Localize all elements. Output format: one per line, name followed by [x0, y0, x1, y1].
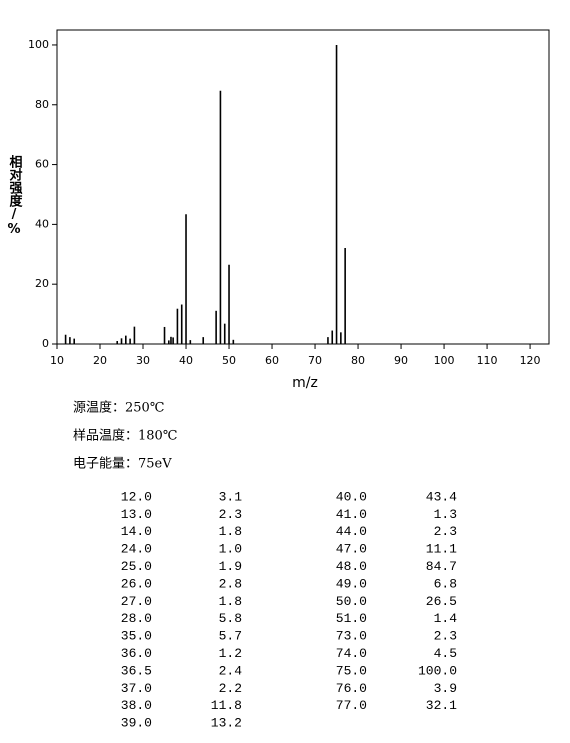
table-cell: 39.0	[121, 716, 152, 731]
table-cell: 1.9	[219, 559, 242, 574]
table-cell: 76.0	[336, 681, 367, 696]
y-tick-label: 100	[28, 38, 49, 51]
table-cell: 1.4	[434, 611, 458, 626]
table-cell: 11.1	[426, 542, 457, 557]
table-cell: 75.0	[336, 663, 367, 678]
table-cell: 1.8	[219, 594, 242, 609]
table-cell: 32.1	[426, 698, 457, 713]
table-cell: 44.0	[336, 524, 367, 539]
table-cell: 5.7	[219, 629, 242, 644]
y-tick-label: 40	[35, 217, 49, 230]
table-cell: 2.4	[219, 663, 243, 678]
info-line: 源温度：250℃	[73, 400, 164, 416]
table-cell: 1.3	[434, 507, 457, 522]
table-cell: 2.2	[219, 681, 242, 696]
table-cell: 41.0	[336, 507, 367, 522]
x-tick-label: 40	[179, 354, 193, 367]
table-cell: 50.0	[336, 594, 367, 609]
table-cell: 3.1	[219, 489, 243, 504]
table-cell: 14.0	[121, 524, 152, 539]
x-tick-label: 30	[136, 354, 150, 367]
table-cell: 25.0	[121, 559, 152, 574]
table-cell: 5.8	[219, 611, 242, 626]
table-cell: 26.0	[121, 576, 152, 591]
x-tick-label: 70	[308, 354, 322, 367]
table-cell: 24.0	[121, 542, 152, 557]
table-cell: 28.0	[121, 611, 152, 626]
x-axis-label: m/z	[292, 375, 318, 391]
table-cell: 6.8	[434, 576, 457, 591]
y-tick-label: 20	[35, 277, 49, 290]
table-cell: 36.0	[121, 646, 152, 661]
plot-frame	[56, 29, 550, 345]
table-cell: 11.8	[211, 698, 242, 713]
table-cell: 1.8	[219, 524, 242, 539]
table-cell: 47.0	[336, 542, 367, 557]
table-cell: 3.9	[434, 681, 457, 696]
y-tick-label: 0	[42, 337, 49, 350]
table-cell: 13.2	[211, 716, 242, 731]
y-tick-label: 80	[35, 98, 49, 111]
table-cell: 51.0	[336, 611, 367, 626]
table-cell: 40.0	[336, 489, 367, 504]
x-tick-label: 80	[351, 354, 365, 367]
table-cell: 27.0	[121, 594, 152, 609]
x-tick-label: 120	[520, 354, 541, 367]
y-axis-label: 相对强度/%	[7, 154, 23, 237]
table-cell: 77.0	[336, 698, 367, 713]
table-cell: 1.0	[219, 542, 242, 557]
table-cell: 13.0	[121, 507, 152, 522]
table-cell: 12.0	[121, 489, 152, 504]
x-tick-label: 10	[50, 354, 64, 367]
table-cell: 73.0	[336, 629, 367, 644]
table-cell: 49.0	[336, 576, 367, 591]
table-cell: 26.5	[426, 594, 457, 609]
x-tick-label: 60	[265, 354, 279, 367]
x-tick-label: 90	[394, 354, 408, 367]
table-cell: 35.0	[121, 629, 152, 644]
x-tick-label: 100	[434, 354, 455, 367]
table-cell: 84.7	[426, 559, 457, 574]
table-cell: 38.0	[121, 698, 152, 713]
x-tick-label: 110	[477, 354, 498, 367]
table-cell: 100.0	[418, 663, 457, 678]
info-line: 样品温度：180℃	[73, 428, 177, 444]
x-tick-label: 20	[93, 354, 107, 367]
info-line: 电子能量：75eV	[73, 457, 172, 472]
table-cell: 37.0	[121, 681, 152, 696]
table-cell: 43.4	[426, 489, 457, 504]
table-cell: 74.0	[336, 646, 367, 661]
table-cell: 4.5	[434, 646, 457, 661]
y-tick-label: 60	[35, 158, 49, 171]
x-tick-label: 50	[222, 354, 236, 367]
table-cell: 36.5	[121, 663, 152, 678]
table-cell: 2.3	[219, 507, 242, 522]
table-cell: 2.8	[219, 576, 242, 591]
table-cell: 48.0	[336, 559, 367, 574]
table-cell: 2.3	[434, 524, 457, 539]
table-cell: 2.3	[434, 629, 457, 644]
table-cell: 1.2	[219, 646, 242, 661]
